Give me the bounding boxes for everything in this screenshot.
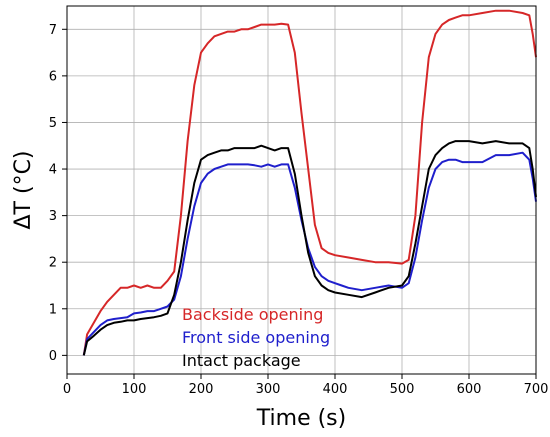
legend: Backside opening Front side opening Intact… (182, 305, 330, 370)
y-tick-label: 7 (49, 23, 57, 38)
grid (67, 6, 536, 374)
x-tick-label: 300 (256, 382, 281, 397)
x-tick-label: 600 (457, 382, 482, 397)
y-tick-label: 1 (49, 302, 57, 317)
x-tick-label: 700 (524, 382, 549, 397)
series-line-3 (82, 140, 537, 356)
y-tick-label: 5 (49, 116, 57, 131)
y-tick-label: 3 (49, 209, 57, 224)
series-line-2 (82, 151, 537, 356)
x-tick-label: 400 (323, 382, 348, 397)
plot-frame (66, 5, 537, 375)
y-tick-label: 2 (49, 256, 57, 271)
series-line-1 (82, 9, 537, 356)
legend-entry: Backside opening (182, 305, 323, 324)
x-tick-label: 200 (189, 382, 214, 397)
y-tick-label: 0 (49, 349, 57, 364)
y-tick-label: 6 (49, 69, 57, 84)
series-group (82, 9, 537, 356)
ticks: 0 100 200 300 400 500 600 700 0 1 2 3 4 5 6 7 (49, 23, 549, 397)
x-axis-label: Time (s) (256, 406, 346, 431)
x-tick-label: 500 (390, 382, 415, 397)
legend-entry: Intact package (182, 351, 301, 370)
x-tick-label: 0 (63, 382, 71, 397)
y-axis-label: ΔT (°C) (11, 150, 36, 229)
x-tick-label: 100 (122, 382, 147, 397)
y-tick-label: 4 (49, 163, 57, 178)
legend-entry: Front side opening (182, 328, 330, 347)
